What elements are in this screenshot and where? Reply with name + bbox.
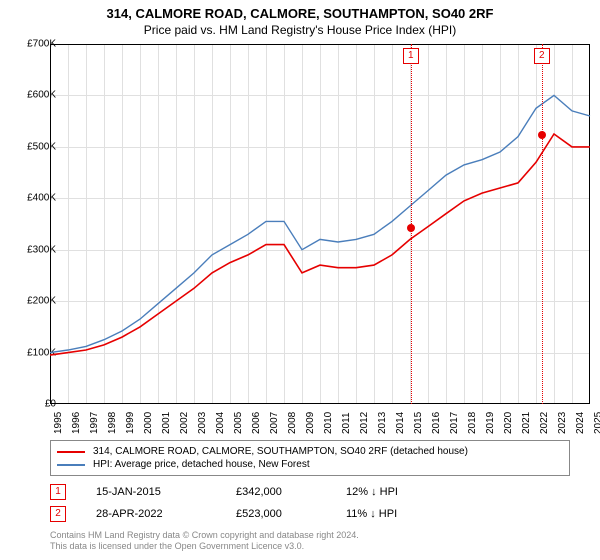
sale-row: 2 28-APR-2022 £523,000 11% ↓ HPI <box>50 506 570 522</box>
legend-swatch <box>57 464 85 466</box>
sale-price: £342,000 <box>236 486 346 498</box>
x-axis-label: 1998 <box>107 412 118 434</box>
x-axis-label: 1996 <box>71 412 82 434</box>
x-axis-label: 2024 <box>575 412 586 434</box>
legend-row: 314, CALMORE ROAD, CALMORE, SOUTHAMPTON,… <box>57 445 563 458</box>
x-axis-label: 2005 <box>233 412 244 434</box>
x-axis-label: 1995 <box>53 412 64 434</box>
x-axis-label: 2014 <box>395 412 406 434</box>
x-axis-label: 2004 <box>215 412 226 434</box>
footer-attribution: Contains HM Land Registry data © Crown c… <box>50 530 359 552</box>
x-axis-label: 2013 <box>377 412 388 434</box>
legend-box: 314, CALMORE ROAD, CALMORE, SOUTHAMPTON,… <box>50 440 570 476</box>
sale-row: 1 15-JAN-2015 £342,000 12% ↓ HPI <box>50 484 570 500</box>
series-price_paid <box>50 134 590 355</box>
x-axis-label: 2022 <box>539 412 550 434</box>
x-axis-label: 2001 <box>161 412 172 434</box>
legend-row: HPI: Average price, detached house, New … <box>57 458 563 471</box>
legend-swatch <box>57 451 85 453</box>
x-axis-label: 2016 <box>431 412 442 434</box>
x-axis-label: 2008 <box>287 412 298 434</box>
x-axis-label: 2009 <box>305 412 316 434</box>
chart-subtitle: Price paid vs. HM Land Registry's House … <box>0 21 600 41</box>
x-axis-label: 2025 <box>593 412 600 434</box>
sale-marker-dot <box>407 224 415 232</box>
x-axis-label: 2011 <box>341 412 352 434</box>
legend-label: HPI: Average price, detached house, New … <box>93 459 310 470</box>
chart-title: 314, CALMORE ROAD, CALMORE, SOUTHAMPTON,… <box>0 0 600 21</box>
x-axis-label: 2003 <box>197 412 208 434</box>
x-axis-label: 2023 <box>557 412 568 434</box>
x-axis-label: 2020 <box>503 412 514 434</box>
sale-price: £523,000 <box>236 508 346 520</box>
x-axis-label: 2007 <box>269 412 280 434</box>
x-axis-label: 2010 <box>323 412 334 434</box>
chart-container: 314, CALMORE ROAD, CALMORE, SOUTHAMPTON,… <box>0 0 600 560</box>
x-axis-label: 2021 <box>521 412 532 434</box>
sale-delta: 11% ↓ HPI <box>346 508 456 520</box>
x-axis-label: 2018 <box>467 412 478 434</box>
x-axis-label: 2002 <box>179 412 190 434</box>
sale-marker-dot <box>538 131 546 139</box>
x-axis-label: 2019 <box>485 412 496 434</box>
sale-marker-box: 1 <box>50 484 66 500</box>
sale-marker-line <box>542 44 543 404</box>
sale-date: 15-JAN-2015 <box>96 486 236 498</box>
sale-marker-box: 2 <box>50 506 66 522</box>
sale-marker-badge: 2 <box>534 48 550 64</box>
x-axis-label: 2017 <box>449 412 460 434</box>
sale-date: 28-APR-2022 <box>96 508 236 520</box>
footer-line: Contains HM Land Registry data © Crown c… <box>50 530 359 541</box>
x-axis-label: 2015 <box>413 412 424 434</box>
x-axis-label: 2012 <box>359 412 370 434</box>
legend-label: 314, CALMORE ROAD, CALMORE, SOUTHAMPTON,… <box>93 446 468 457</box>
chart-svg <box>50 44 590 404</box>
x-axis-label: 2006 <box>251 412 262 434</box>
footer-line: This data is licensed under the Open Gov… <box>50 541 359 552</box>
x-axis-label: 1997 <box>89 412 100 434</box>
sale-delta: 12% ↓ HPI <box>346 486 456 498</box>
sale-marker-badge: 1 <box>403 48 419 64</box>
x-axis-label: 1999 <box>125 412 136 434</box>
series-hpi <box>50 95 590 352</box>
x-axis-label: 2000 <box>143 412 154 434</box>
